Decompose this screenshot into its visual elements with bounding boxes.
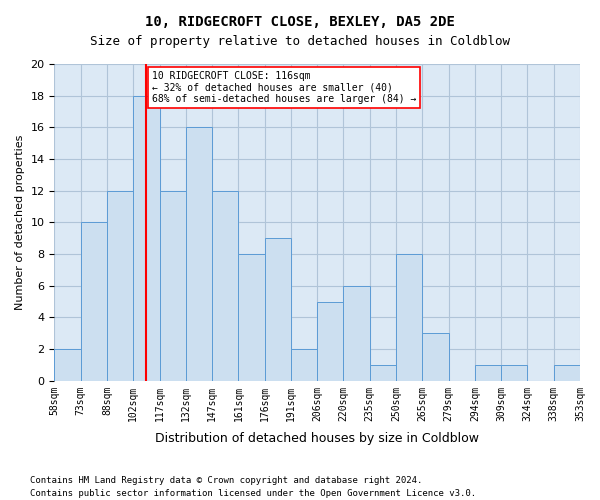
X-axis label: Distribution of detached houses by size in Coldblow: Distribution of detached houses by size … [155,432,479,445]
Bar [265,238,291,381]
Text: Contains public sector information licensed under the Open Government Licence v3: Contains public sector information licen… [30,488,476,498]
Bar [55,349,80,381]
Bar [422,334,449,381]
Bar [80,222,107,381]
Bar [370,365,396,381]
Text: Size of property relative to detached houses in Coldblow: Size of property relative to detached ho… [90,35,510,48]
Bar [212,190,238,381]
Bar [317,302,343,381]
Bar [160,190,186,381]
Bar [107,190,133,381]
Text: 10 RIDGECROFT CLOSE: 116sqm
← 32% of detached houses are smaller (40)
68% of sem: 10 RIDGECROFT CLOSE: 116sqm ← 32% of det… [152,71,416,104]
Text: Contains HM Land Registry data © Crown copyright and database right 2024.: Contains HM Land Registry data © Crown c… [30,476,422,485]
Bar [475,365,501,381]
Bar [396,254,422,381]
Text: 10, RIDGECROFT CLOSE, BEXLEY, DA5 2DE: 10, RIDGECROFT CLOSE, BEXLEY, DA5 2DE [145,15,455,29]
Bar [133,96,160,381]
Bar [554,365,580,381]
Bar [238,254,265,381]
Bar [501,365,527,381]
Bar [291,349,317,381]
Y-axis label: Number of detached properties: Number of detached properties [15,134,25,310]
Bar [186,128,212,381]
Bar [343,286,370,381]
